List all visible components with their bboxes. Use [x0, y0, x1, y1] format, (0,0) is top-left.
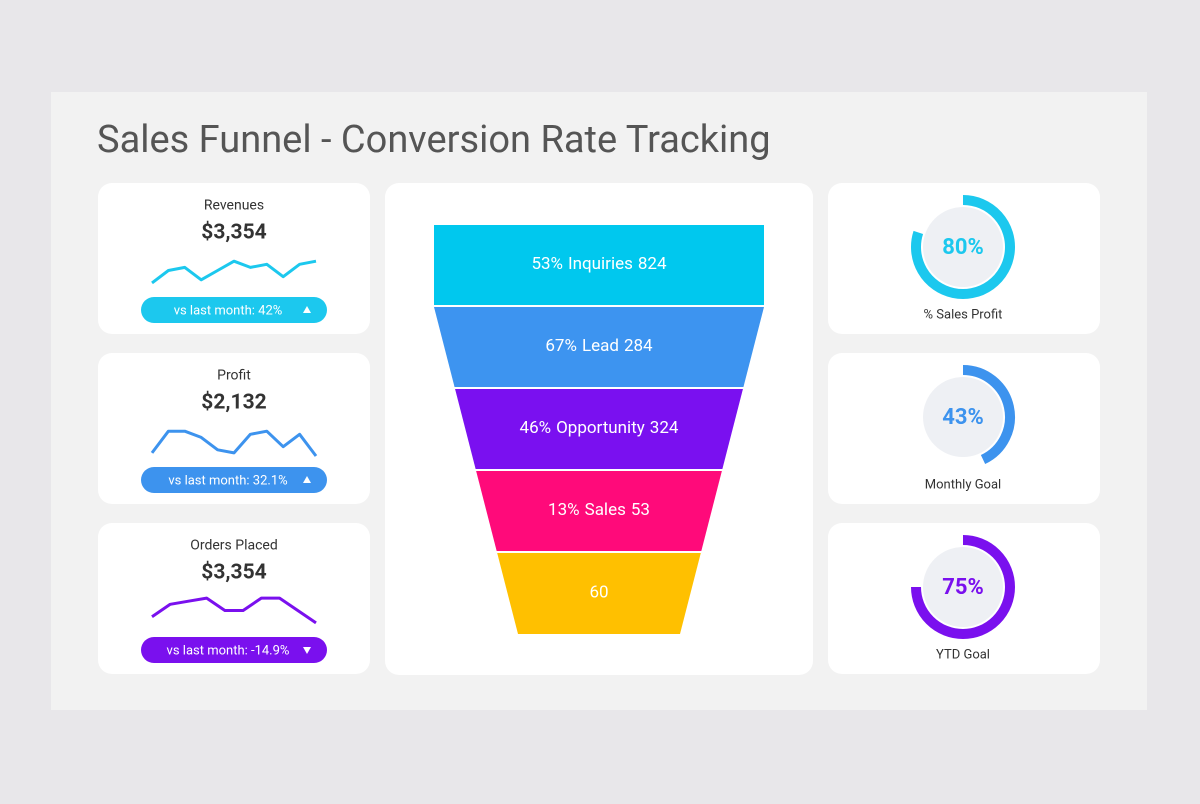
comparison-pill	[141, 467, 327, 493]
card	[98, 523, 370, 674]
dashboard-title: Sales Funnel - Conversion Rate Tracking	[97, 118, 771, 162]
funnel-stage	[476, 471, 722, 551]
funnel-stage	[455, 389, 743, 469]
kpi-value: $2,132	[201, 391, 266, 415]
stage-value: 53	[631, 500, 650, 520]
kpi-title: Revenues	[204, 198, 264, 214]
gauge-inner	[923, 207, 1003, 287]
kpi-value: $3,354	[201, 561, 266, 585]
sparkline	[150, 429, 318, 457]
rate: 67%	[545, 336, 577, 356]
funnel-stage	[497, 553, 701, 634]
stage-name: Sales	[585, 500, 626, 520]
gauge-value: 75%	[942, 575, 984, 600]
trend-arrow	[303, 476, 311, 483]
funnel-stage	[434, 225, 764, 305]
comparison-text: vs last month: -14.9%	[167, 643, 290, 658]
gauge-arc	[911, 195, 1015, 299]
rate: 46%	[520, 418, 552, 438]
trend-arrow	[303, 647, 311, 654]
kpi-title: Orders Placed	[190, 538, 278, 554]
comparison-pill	[141, 637, 327, 663]
rate: 13%	[548, 500, 580, 520]
stage-value: 824	[638, 254, 667, 274]
stage-value: 324	[650, 418, 679, 438]
funnel-label: 60	[589, 583, 608, 603]
gauge-inner	[923, 547, 1003, 627]
funnel-label: 13% Sales 53	[548, 500, 650, 520]
comparison-text: vs last month: 42%	[174, 303, 283, 318]
comparison-pill	[141, 297, 327, 323]
comparison-text: vs last month: 32.1%	[168, 473, 287, 488]
kpi-title: Profit	[217, 368, 251, 384]
stage-name: Lead	[582, 336, 619, 356]
rate: 53%	[531, 254, 563, 274]
card	[98, 183, 370, 334]
stage-name: Inquiries	[568, 254, 633, 274]
funnel-stage	[434, 307, 764, 387]
card	[98, 353, 370, 504]
stage-value: 284	[624, 336, 653, 356]
sparkline	[151, 259, 317, 285]
gauge-label: % Sales Profit	[924, 307, 1003, 322]
kpi-value: $3,354	[201, 221, 266, 245]
gauge-value: 80%	[942, 235, 984, 260]
funnel-label: 53% Inquiries 824	[531, 254, 667, 274]
stage-name: Opportunity	[556, 418, 645, 438]
funnel-label: 46% Opportunity 324	[520, 418, 679, 438]
gauge-label: Monthly Goal	[925, 477, 1001, 492]
gauge-label: YTD Goal	[936, 647, 990, 662]
stage-value: 60	[589, 583, 608, 603]
funnel-label: 67% Lead 284	[545, 336, 653, 356]
gauge-arc	[962, 365, 1015, 465]
gauge-inner	[923, 377, 1003, 457]
gauge-value: 43%	[942, 405, 984, 430]
trend-arrow	[303, 306, 311, 313]
sparkline	[151, 596, 317, 625]
gauge-arc	[911, 535, 1015, 639]
